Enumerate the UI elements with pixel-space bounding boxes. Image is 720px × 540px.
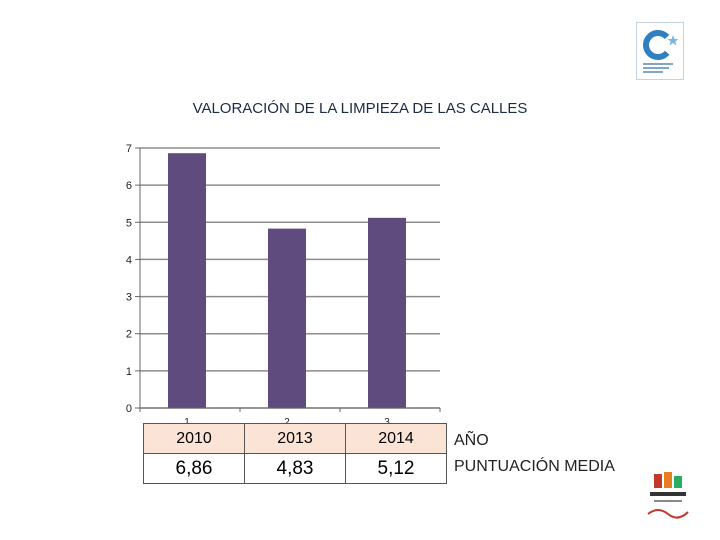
x-tick-label: 2 [284, 417, 290, 428]
year-cell-2014: 2014 [345, 423, 447, 454]
y-tick-label: 6 [126, 180, 132, 192]
x-tick-label: 3 [384, 417, 390, 428]
y-tick-label: 1 [126, 366, 132, 378]
y-tick-label: 4 [126, 254, 132, 266]
bar-2 [268, 228, 306, 408]
year-row: 2010 2013 2014 [143, 423, 447, 454]
x-tick-label: 1 [184, 417, 190, 428]
score-legend-label: PUNTUACIÓN MEDIA [454, 458, 615, 475]
y-tick-label: 0 [126, 403, 132, 415]
score-cell-2014: 5,12 [345, 453, 447, 484]
bar-1 [168, 153, 206, 408]
year-cell-2013: 2013 [244, 423, 346, 454]
bottom-logo-icon [647, 472, 689, 519]
score-cell-2013: 4,83 [244, 453, 346, 484]
y-tick-label: 7 [126, 143, 132, 155]
year-legend-label: AÑO [454, 432, 489, 449]
table-legend: AÑO PUNTUACIÓN MEDIA [454, 428, 615, 480]
y-tick-label: 3 [126, 292, 132, 304]
score-cell-2010: 6,86 [143, 453, 245, 484]
bars [168, 153, 406, 408]
y-tick-label: 5 [126, 217, 132, 229]
top-logo-icon [636, 22, 684, 80]
score-row: 6,86 4,83 5,12 [143, 453, 447, 484]
year-cell-2010: 2010 [143, 423, 245, 454]
bar-3 [368, 217, 406, 408]
chart-title: VALORACIÓN DE LA LIMPIEZA DE LAS CALLES [192, 100, 528, 117]
y-tick-label: 2 [126, 329, 132, 341]
data-table: 2010 2013 2014 6,86 4,83 5,12 [143, 423, 447, 484]
axes: 0 1 2 3 4 5 6 7 1 2 3 [126, 143, 441, 428]
